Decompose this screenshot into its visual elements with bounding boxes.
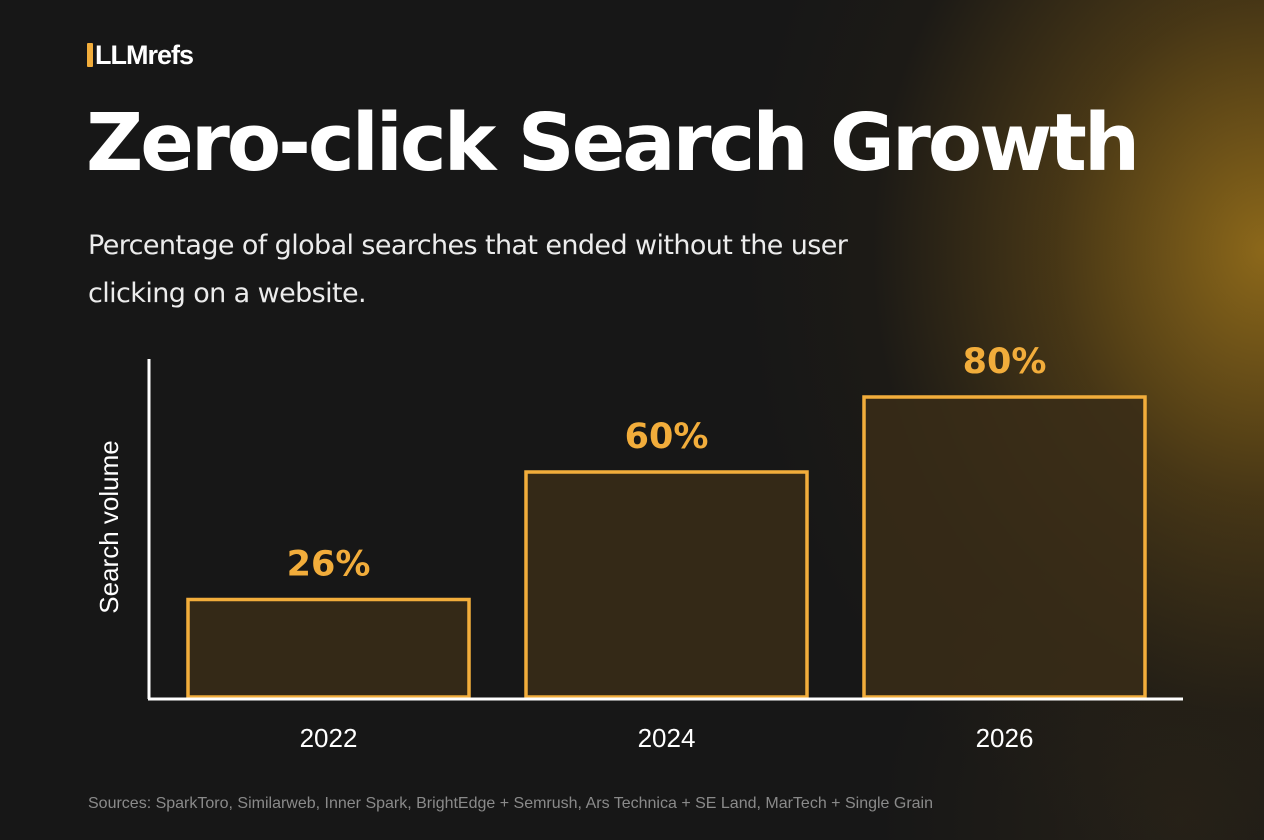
page-title: Zero-click Search Growth: [86, 97, 1140, 189]
logo-text: LLMrefs: [95, 39, 194, 70]
logo-mark: [87, 43, 93, 67]
value-label-2024: 60%: [625, 417, 709, 457]
brand-logo: LLMrefs: [87, 38, 194, 72]
value-label-2022: 26%: [287, 545, 371, 585]
sources-footnote: Sources: SparkToro, Similarweb, Inner Sp…: [88, 795, 934, 812]
value-label-2026: 80%: [963, 342, 1047, 382]
bar-2022: [186, 597, 471, 699]
y-axis-label: Search volume: [94, 440, 124, 613]
page-subtitle: Percentage of global searches that ended…: [88, 230, 848, 309]
x-tick-label-2022: 2022: [300, 723, 358, 753]
bar-2026: [862, 395, 1147, 699]
bar-2024: [524, 470, 809, 699]
x-tick-label-2026: 2026: [976, 723, 1034, 753]
x-tick-label-2024: 2024: [638, 723, 696, 753]
